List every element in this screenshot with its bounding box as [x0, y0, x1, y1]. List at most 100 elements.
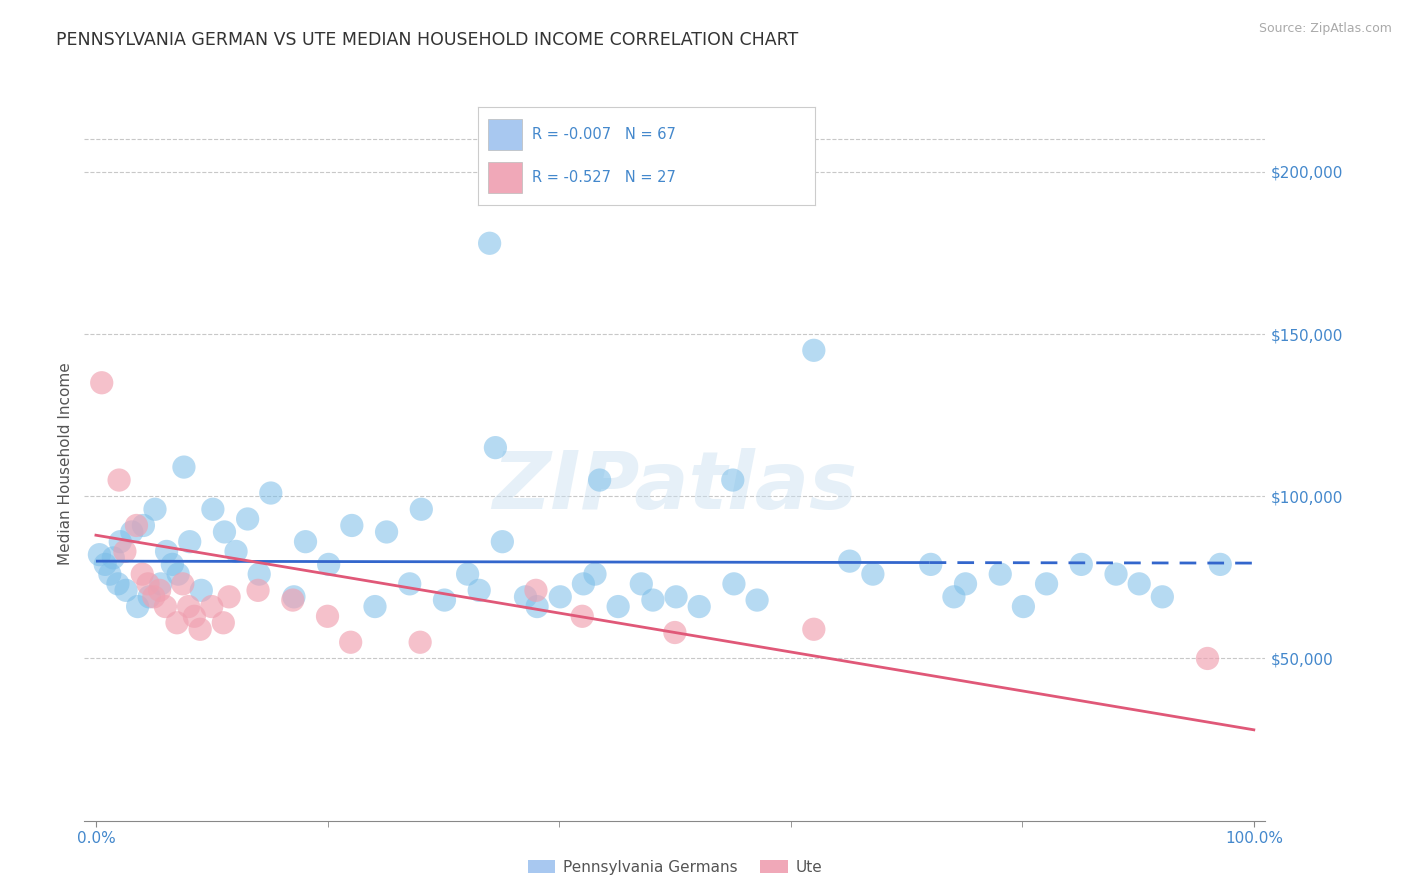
Text: Source: ZipAtlas.com: Source: ZipAtlas.com: [1258, 22, 1392, 36]
Point: [803, 343, 825, 358]
Legend: Pennsylvania Germans, Ute: Pennsylvania Germans, Ute: [522, 854, 828, 880]
Point: [155, 544, 177, 558]
Y-axis label: Median Household Income: Median Household Income: [58, 362, 73, 566]
Point: [162, 558, 184, 572]
Point: [247, 583, 270, 598]
Point: [688, 599, 710, 614]
Point: [318, 558, 340, 572]
Point: [247, 567, 270, 582]
Point: [190, 583, 212, 598]
Point: [89, 548, 111, 562]
Point: [143, 502, 166, 516]
Point: [526, 599, 548, 614]
Text: ZIPatlas: ZIPatlas: [492, 448, 858, 525]
Point: [90, 376, 112, 390]
Point: [862, 567, 884, 582]
Point: [1152, 590, 1174, 604]
Point: [409, 635, 432, 649]
FancyBboxPatch shape: [488, 162, 522, 194]
Point: [641, 593, 664, 607]
Point: [478, 236, 501, 251]
Point: [515, 590, 537, 604]
Point: [110, 534, 132, 549]
Point: [721, 473, 744, 487]
Text: R = -0.007   N = 67: R = -0.007 N = 67: [531, 127, 676, 142]
Point: [260, 486, 283, 500]
Point: [398, 577, 420, 591]
Point: [457, 567, 479, 582]
Point: [524, 583, 547, 598]
Point: [142, 590, 165, 604]
Point: [218, 590, 240, 604]
Point: [1128, 577, 1150, 591]
Point: [1012, 599, 1035, 614]
Point: [155, 599, 177, 614]
Point: [225, 544, 247, 558]
Point: [177, 599, 200, 614]
Point: [201, 502, 224, 516]
Point: [166, 615, 188, 630]
Point: [988, 567, 1011, 582]
Point: [411, 502, 433, 516]
Point: [108, 473, 131, 487]
Point: [149, 577, 172, 591]
Point: [125, 518, 148, 533]
Point: [316, 609, 339, 624]
Point: [745, 593, 768, 607]
Point: [188, 622, 211, 636]
Text: PENNSYLVANIA GERMAN VS UTE MEDIAN HOUSEHOLD INCOME CORRELATION CHART: PENNSYLVANIA GERMAN VS UTE MEDIAN HOUSEH…: [56, 31, 799, 49]
Point: [548, 590, 571, 604]
Point: [236, 512, 259, 526]
Point: [214, 524, 236, 539]
Point: [172, 577, 194, 591]
Point: [572, 577, 595, 591]
Point: [339, 635, 361, 649]
Point: [664, 625, 686, 640]
Point: [167, 567, 190, 582]
Point: [131, 567, 153, 582]
Point: [955, 577, 977, 591]
Point: [375, 524, 398, 539]
Point: [364, 599, 387, 614]
FancyBboxPatch shape: [488, 119, 522, 150]
Point: [173, 460, 195, 475]
Point: [127, 599, 149, 614]
Point: [665, 590, 688, 604]
Point: [149, 583, 172, 598]
Point: [294, 534, 316, 549]
Point: [283, 590, 305, 604]
Point: [491, 534, 513, 549]
Point: [103, 550, 125, 565]
Point: [114, 544, 136, 558]
Point: [607, 599, 630, 614]
Point: [838, 554, 860, 568]
Point: [132, 518, 155, 533]
Point: [1105, 567, 1128, 582]
Point: [1070, 558, 1092, 572]
Point: [583, 567, 606, 582]
Point: [98, 567, 121, 582]
Point: [136, 577, 159, 591]
Point: [468, 583, 491, 598]
Text: R = -0.527   N = 27: R = -0.527 N = 27: [531, 170, 676, 186]
Point: [121, 524, 143, 539]
Point: [201, 599, 224, 614]
Point: [281, 593, 304, 607]
Point: [340, 518, 363, 533]
Point: [571, 609, 593, 624]
Point: [942, 590, 965, 604]
Point: [179, 534, 201, 549]
Point: [1197, 651, 1219, 665]
Point: [630, 577, 652, 591]
Point: [588, 473, 610, 487]
Point: [1209, 558, 1232, 572]
Point: [803, 622, 825, 636]
Point: [484, 441, 506, 455]
Point: [94, 558, 117, 572]
Point: [212, 615, 235, 630]
Point: [1035, 577, 1057, 591]
Point: [138, 590, 160, 604]
Point: [920, 558, 942, 572]
Point: [107, 577, 129, 591]
Point: [723, 577, 745, 591]
